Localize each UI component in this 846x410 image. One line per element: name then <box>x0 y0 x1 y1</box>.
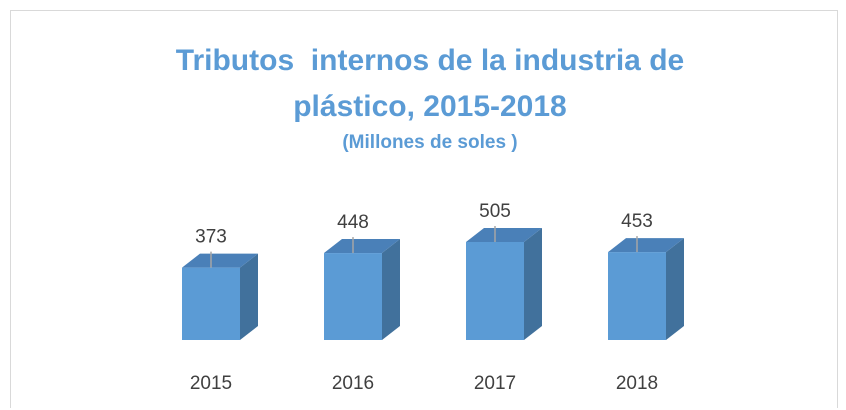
chart-frame <box>10 10 838 408</box>
bar <box>466 242 524 340</box>
x-tick-label: 2017 <box>474 373 516 394</box>
chart-subtitle: (Millones de soles ) <box>342 132 518 153</box>
bar-top <box>324 239 400 254</box>
bar-side <box>666 238 684 340</box>
bar-side <box>382 239 400 340</box>
bar-side <box>240 253 258 340</box>
data-label: 505 <box>479 201 511 222</box>
bar <box>324 253 382 340</box>
data-label: 448 <box>337 212 369 233</box>
data-label: 373 <box>195 227 227 248</box>
bar <box>182 267 240 340</box>
bar-side <box>524 228 542 340</box>
chart-title: Tributos internos de la industria de plá… <box>175 44 693 123</box>
bar-top <box>466 228 542 242</box>
bar-top <box>182 253 258 268</box>
x-tick-label: 2015 <box>190 373 232 394</box>
bar <box>608 252 666 340</box>
x-tick-label: 2018 <box>616 373 658 394</box>
bar-top <box>608 238 684 253</box>
x-tick-label: 2016 <box>332 373 374 394</box>
data-label: 453 <box>621 211 653 232</box>
